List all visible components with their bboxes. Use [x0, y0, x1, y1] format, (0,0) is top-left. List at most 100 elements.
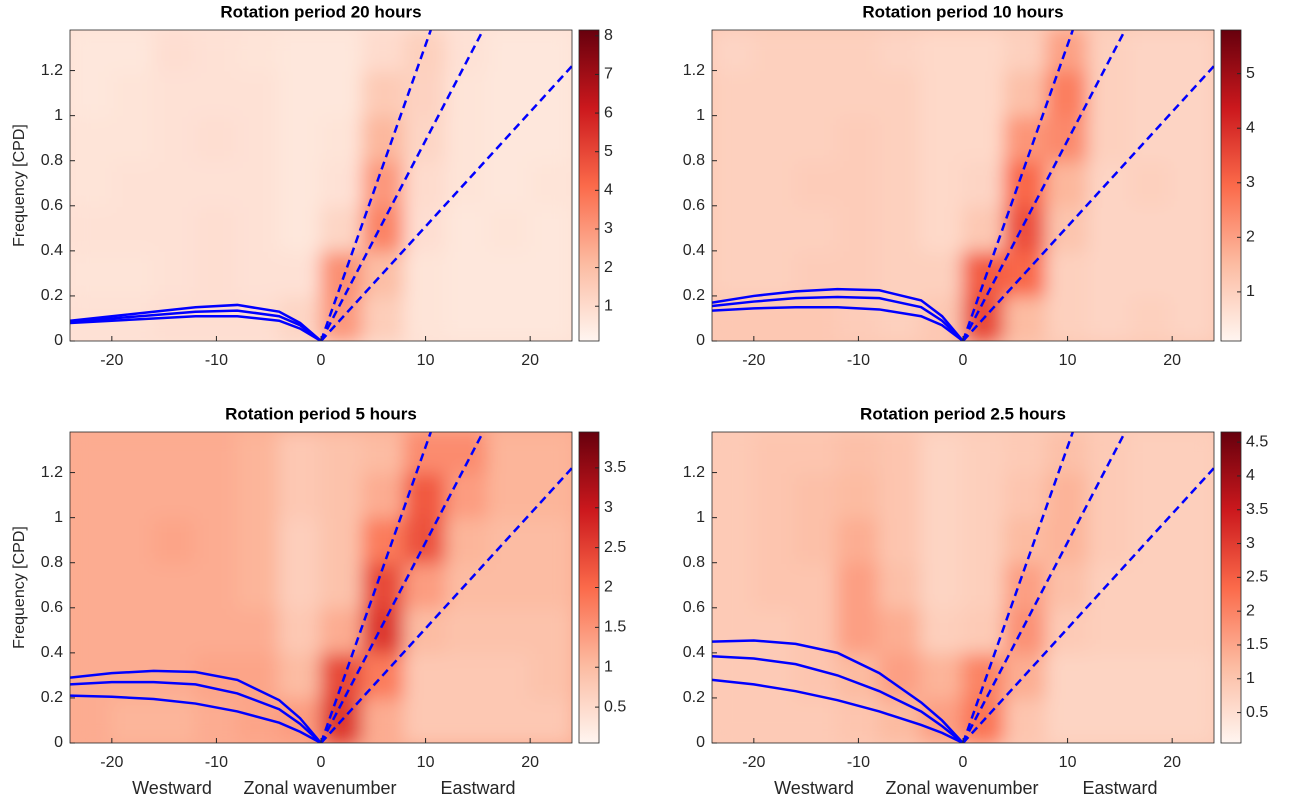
x-axis-label: Zonal wavenumber [243, 778, 396, 798]
heatmap-cell [320, 204, 364, 252]
heatmap-cell [1129, 204, 1174, 252]
x-tick-label: -10 [847, 352, 870, 369]
heatmap-cell [152, 651, 197, 699]
panel: -20 -10 0 10 20 0 0.2 0.4 0.6 0.8 1 1.2 Rotation per… [11, 404, 626, 797]
colorbar-tick-label: 5 [1246, 65, 1255, 82]
y-axis-label: Frequency [CPD] [11, 124, 28, 247]
heatmap-cell [920, 69, 964, 117]
heatmap-cell [152, 30, 197, 72]
heatmap-cell [110, 651, 155, 699]
y-tick-label: 0.6 [41, 197, 63, 214]
y-tick-label: 0.2 [683, 287, 705, 304]
heatmap-cell [1087, 159, 1132, 207]
heatmap-cell [529, 69, 572, 117]
heatmap-cell [712, 561, 755, 609]
heatmap-cell [320, 30, 364, 72]
heatmap-cell [487, 249, 532, 297]
colorbar-tick-label: 3 [1246, 174, 1255, 191]
heatmap-cell [110, 30, 155, 72]
heatmap-cell [1171, 696, 1214, 743]
heatmap-cell [445, 30, 490, 72]
heatmap-cell [878, 516, 923, 564]
heatmap-cell [194, 294, 239, 341]
y-tick-label: 0.2 [683, 689, 705, 706]
heatmap-cell [1129, 696, 1174, 743]
heatmap-cell [278, 249, 322, 297]
heatmap-cell [878, 606, 923, 654]
heatmap-cell [1129, 651, 1174, 699]
heatmap-cell [529, 606, 572, 654]
colorbar-tick-label: 4 [1246, 467, 1255, 484]
x-tick-label: -10 [847, 754, 870, 771]
heatmap-cell [110, 516, 155, 564]
colorbar-tick-label: 1.5 [1246, 636, 1268, 653]
y-tick-label: 0.2 [41, 689, 63, 706]
heatmap-cell [712, 606, 755, 654]
heatmap-cell [878, 159, 923, 207]
heatmap-cell [794, 471, 839, 519]
heatmap-cell [1045, 561, 1090, 609]
y-tick-label: 0.8 [41, 152, 63, 169]
heatmap-cell [194, 204, 239, 252]
heatmap-cell [278, 30, 322, 72]
heatmap-cell [794, 30, 839, 72]
heatmap-cell [236, 249, 281, 297]
heatmap-cell [752, 204, 797, 252]
heatmap-cell [794, 69, 839, 117]
colorbar-tick-label: 2.5 [1246, 569, 1268, 586]
x-axis-label: Westward [132, 778, 212, 798]
colorbar-tick-label: 2.5 [604, 539, 626, 556]
heatmap-cell [794, 651, 839, 699]
x-axis-label: Westward [774, 778, 854, 798]
heatmap-cell [320, 561, 364, 609]
heatmap-cell [110, 204, 155, 252]
heatmap-cell [152, 561, 197, 609]
heatmap-cell [278, 159, 322, 207]
heatmap-cell [487, 516, 532, 564]
heatmap-cell [236, 432, 281, 474]
heatmap-cell [752, 294, 797, 341]
heatmap-cell [1045, 249, 1090, 297]
heatmap-cell [529, 30, 572, 72]
heatmap-cell [236, 471, 281, 519]
heatmap-cell [1087, 696, 1132, 743]
dispersion-curve [712, 639, 964, 743]
dispersion-curve [712, 678, 964, 743]
heatmap-cell [361, 516, 406, 564]
heatmap-cell [712, 159, 755, 207]
heatmap-cell [194, 159, 239, 207]
heatmap-cell [1003, 471, 1048, 519]
heatmap-cell [403, 696, 448, 743]
colorbar-tick-label: 4 [604, 182, 613, 199]
heatmap-cell [445, 651, 490, 699]
heatmap-cell [403, 249, 448, 297]
x-tick-label: -10 [205, 754, 228, 771]
heatmap-cell [194, 249, 239, 297]
x-tick-label: 0 [317, 754, 326, 771]
heatmap-cell [1045, 432, 1090, 474]
heatmap [712, 432, 1214, 743]
heatmap-cell [878, 69, 923, 117]
heatmap-cell [487, 606, 532, 654]
heatmap-cell [794, 114, 839, 162]
heatmap-cell [278, 69, 322, 117]
heatmap-cell [962, 651, 1006, 699]
colorbar-tick-label: 0.5 [604, 698, 626, 715]
chart-title: Rotation period 10 hours [862, 2, 1063, 21]
heatmap-cell [1171, 432, 1214, 474]
heatmap-cell [1129, 114, 1174, 162]
heatmap-cell [962, 204, 1006, 252]
y-tick-label: 0.4 [683, 242, 705, 259]
heatmap-cell [361, 114, 406, 162]
heatmap-cell [794, 432, 839, 474]
heatmap-cell [1087, 114, 1132, 162]
heatmap-cell [1129, 432, 1174, 474]
chart-title: Rotation period 2.5 hours [860, 404, 1066, 423]
heatmap-cell [712, 651, 755, 699]
y-tick-label: 1 [54, 107, 63, 124]
heatmap-cell [236, 204, 281, 252]
heatmap-cell [1003, 432, 1048, 474]
x-tick-label: 10 [1059, 352, 1077, 369]
dispersion-curve [70, 694, 322, 743]
